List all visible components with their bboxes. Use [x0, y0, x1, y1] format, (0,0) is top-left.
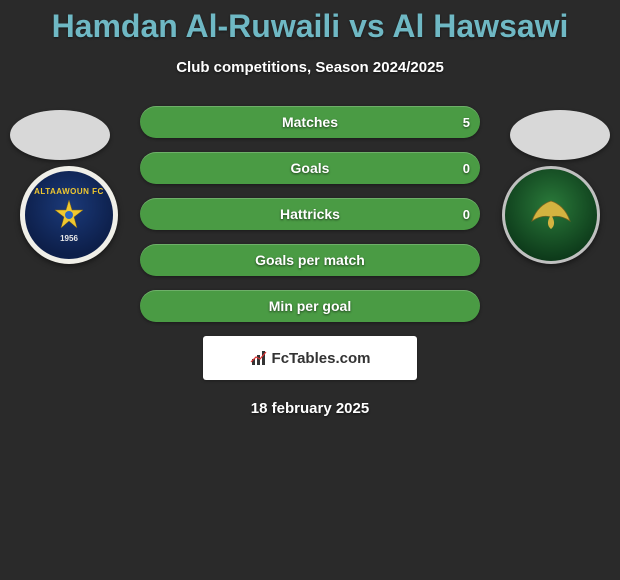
player-left-avatar	[10, 110, 110, 160]
stat-value-right: 0	[463, 198, 470, 230]
stat-value-right: 5	[463, 106, 470, 138]
subtitle: Club competitions, Season 2024/2025	[0, 59, 620, 76]
stat-pill: Hattricks0	[140, 198, 480, 230]
player-right-avatar	[510, 110, 610, 160]
stat-pill: Min per goal	[140, 290, 480, 322]
club-right-badge	[502, 166, 600, 264]
fctables-link[interactable]: FcTables.com	[203, 336, 417, 380]
stat-pill: Goals0	[140, 152, 480, 184]
date-text: 18 february 2025	[0, 400, 620, 417]
stat-label: Min per goal	[140, 290, 480, 322]
page-title: Hamdan Al-Ruwaili vs Al Hawsawi	[0, 8, 620, 45]
club-left-name: ALTAAWOUN FC	[34, 187, 104, 196]
fctables-label: FcTables.com	[272, 350, 371, 367]
stat-pill: Matches5	[140, 106, 480, 138]
comparison-row: ALTAAWOUN FC 1956 Matches5Goals0Hattrick…	[0, 106, 620, 326]
stat-pill: Goals per match	[140, 244, 480, 276]
stat-value-right: 0	[463, 152, 470, 184]
stat-label: Goals	[140, 152, 480, 184]
club-right-eagle-icon	[526, 195, 576, 235]
stat-label: Hattricks	[140, 198, 480, 230]
club-left-star-icon	[52, 198, 86, 232]
infographic-container: Hamdan Al-Ruwaili vs Al Hawsawi Club com…	[0, 0, 620, 580]
club-left-year: 1956	[60, 234, 78, 243]
club-left-badge: ALTAAWOUN FC 1956	[20, 166, 118, 264]
bar-chart-icon	[250, 349, 268, 367]
stat-label: Matches	[140, 106, 480, 138]
stat-label: Goals per match	[140, 244, 480, 276]
stats-column: Matches5Goals0Hattricks0Goals per matchM…	[140, 106, 480, 336]
